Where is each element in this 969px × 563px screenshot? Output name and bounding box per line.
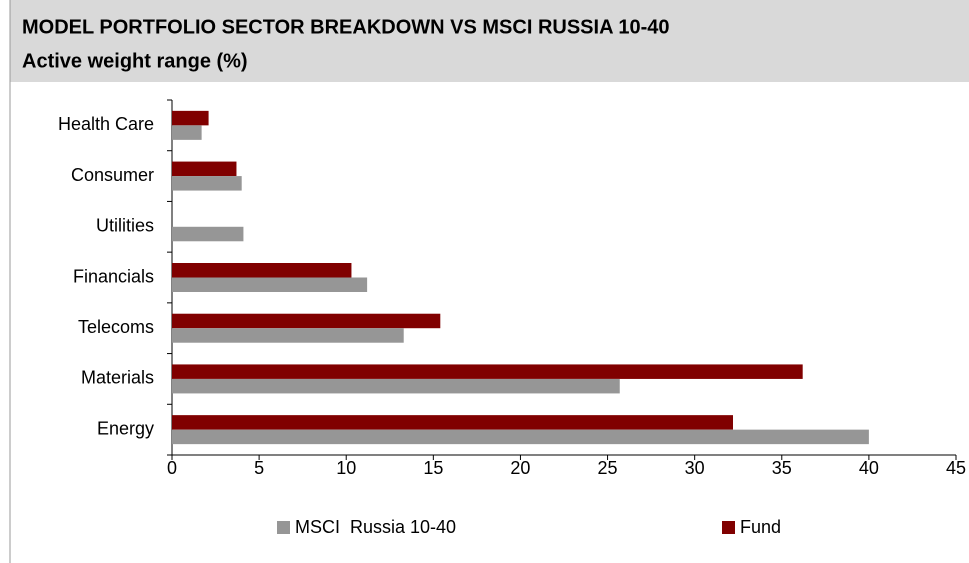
bar [172, 378, 620, 394]
y-tick-label: Telecoms [78, 317, 154, 337]
bar [172, 226, 244, 242]
bar [172, 263, 352, 278]
y-tick-label: Financials [73, 266, 154, 286]
y-tick-label: Energy [97, 418, 154, 438]
bar [172, 415, 733, 430]
chart-subtitle: Active weight range (%) [22, 50, 248, 72]
x-tick-label: 10 [336, 458, 356, 478]
x-tick-label: 45 [946, 458, 966, 478]
bar [172, 364, 803, 379]
bar [172, 277, 368, 292]
x-tick-label: 5 [254, 458, 264, 478]
x-tick-label: 20 [510, 458, 530, 478]
legend-label: Fund [740, 517, 781, 537]
bar [172, 161, 237, 177]
bar [172, 110, 209, 126]
x-tick-label: 15 [423, 458, 443, 478]
y-tick-label: Materials [81, 368, 154, 388]
bar [172, 125, 202, 140]
bar [172, 176, 242, 191]
chart-title: MODEL PORTFOLIO SECTOR BREAKDOWN VS MSCI… [22, 16, 669, 38]
bar [172, 313, 441, 329]
bar [172, 429, 869, 445]
x-tick-label: 35 [772, 458, 792, 478]
x-tick-label: 0 [167, 458, 177, 478]
y-tick-label: Utilities [96, 216, 154, 236]
x-tick-label: 40 [859, 458, 879, 478]
y-tick-label: Consumer [71, 165, 154, 185]
legend-label: MSCI Russia 10-40 [295, 517, 456, 537]
y-tick-label: Health Care [58, 114, 154, 134]
x-tick-label: 25 [598, 458, 618, 478]
x-tick-label: 30 [685, 458, 705, 478]
legend-swatch [277, 521, 290, 534]
legend-swatch [722, 521, 735, 534]
header-band [10, 0, 969, 82]
bar [172, 328, 404, 343]
